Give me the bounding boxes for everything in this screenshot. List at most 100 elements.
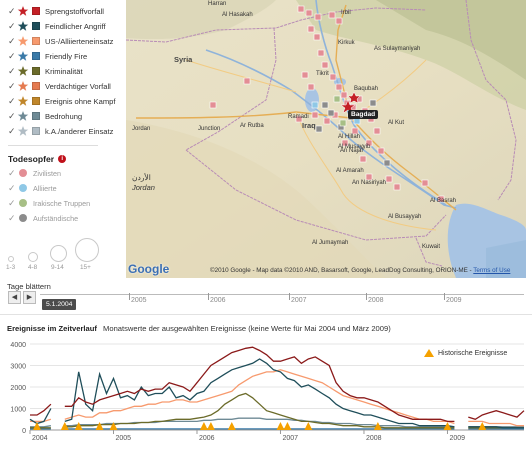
checkmark-icon[interactable]: ✓ (8, 50, 16, 61)
google-logo[interactable]: Google (128, 262, 170, 276)
victims-heading: Todesopfer i (8, 154, 67, 164)
terms-link[interactable]: Terms of Use (473, 267, 511, 274)
size-label: 4-8 (28, 264, 38, 271)
historic-event-marker[interactable] (283, 422, 292, 430)
category-toggle[interactable]: ✓ Friendly Fire (8, 49, 87, 63)
color-dot (19, 214, 27, 222)
map-label: Al Jumaymah (312, 240, 348, 246)
checkmark-icon[interactable]: ✓ (8, 20, 16, 31)
map-label: Iraq (302, 121, 316, 130)
timeline-year: 2008 (368, 297, 384, 304)
victim-toggle[interactable]: ✓ Alliierte (8, 182, 57, 194)
historic-event-marker[interactable] (74, 422, 83, 430)
map-label: الأردن (132, 172, 151, 182)
historic-event-marker[interactable] (304, 422, 313, 430)
divider (8, 145, 98, 146)
category-toggle[interactable]: ✓ Sprengstoffvorfall (8, 4, 104, 18)
color-swatch (32, 22, 40, 30)
category-toggle[interactable]: ✓ Ereignis ohne Kampf (8, 94, 116, 108)
x-tick-label: 2005 (115, 435, 131, 442)
historic-event-marker[interactable] (95, 422, 104, 430)
checkmark-icon[interactable]: ✓ (8, 35, 16, 46)
star-icon (17, 50, 29, 62)
incident-markers[interactable] (209, 5, 445, 203)
victim-toggle[interactable]: ✓ Aufständische (8, 212, 78, 224)
historic-event-marker[interactable] (227, 422, 236, 430)
color-dot (19, 169, 27, 177)
map-label: Al Hillah (338, 134, 360, 140)
star-icon (17, 20, 29, 32)
historic-event-marker[interactable] (478, 422, 487, 430)
checkmark-icon[interactable]: ✓ (8, 197, 16, 208)
timeline-year: 2009 (446, 297, 462, 304)
map-label: Kuwait (422, 244, 440, 250)
timeline-tick (289, 293, 290, 300)
color-swatch (32, 67, 40, 75)
prev-day-button[interactable]: ◀ (8, 291, 21, 304)
checkmark-icon[interactable]: ✓ (8, 125, 16, 136)
map-label: Al Basrah (430, 198, 456, 204)
category-toggle[interactable]: ✓ Bedrohung (8, 109, 82, 123)
historic-event-marker[interactable] (373, 422, 382, 430)
timeline-tick (208, 293, 209, 300)
baghdad-tag[interactable]: Bagdad (348, 110, 379, 119)
next-day-button[interactable]: ▶ (23, 291, 36, 304)
category-toggle[interactable]: ✓ Kriminalität (8, 64, 83, 78)
historic-event-marker[interactable] (206, 422, 215, 430)
timeline-tick (129, 293, 130, 300)
victim-toggle[interactable]: ✓ Irakische Truppen (8, 197, 90, 209)
checkmark-icon[interactable]: ✓ (8, 65, 16, 76)
star-icon (17, 35, 29, 47)
map-canvas[interactable]: Harran Al Hasakah Irbil Kirkuk As Sulaym… (126, 0, 526, 278)
info-icon[interactable]: i (58, 155, 67, 163)
category-label: k.A./anderer Einsatz (45, 126, 114, 136)
size-circle-icon (8, 256, 14, 262)
checkmark-icon[interactable]: ✓ (8, 110, 16, 121)
checkmark-icon[interactable]: ✓ (8, 80, 16, 91)
timeline-slider[interactable] (40, 294, 524, 308)
star-icon (17, 110, 29, 122)
historic-events-legend[interactable]: Historische Ereignisse (424, 349, 507, 357)
map-label: Kirkuk (338, 40, 356, 46)
series-line[interactable] (30, 346, 525, 423)
category-toggle[interactable]: ✓ k.A./anderer Einsatz (8, 124, 113, 138)
timeline-tick (366, 293, 367, 300)
historic-event-marker[interactable] (109, 422, 118, 430)
historic-event-marker[interactable] (443, 422, 452, 430)
map-label: Jordan (131, 183, 155, 192)
historic-event-marker[interactable] (32, 422, 41, 430)
color-swatch (32, 97, 40, 105)
historic-event-marker[interactable] (276, 422, 285, 430)
checkmark-icon[interactable]: ✓ (8, 167, 16, 178)
events-chart[interactable]: 0 1000 2000 3000 4000 2004 2005 2006 2007 2008 200… (0, 336, 532, 450)
historic-event-marker[interactable] (60, 422, 69, 430)
checkmark-icon[interactable]: ✓ (8, 182, 16, 193)
category-label: US-/Alliierteneinsatz (45, 36, 114, 46)
current-date-badge[interactable]: 5.1.2004 (42, 299, 77, 310)
victim-toggle[interactable]: ✓ Zivilisten (8, 167, 61, 179)
color-dot (19, 199, 27, 207)
chart-subtitle: Monatswerte der ausgewählten Ereignisse … (103, 324, 391, 333)
category-label: Kriminalität (45, 66, 83, 76)
incident-map[interactable]: Harran Al Hasakah Irbil Kirkuk As Sulaym… (126, 0, 526, 278)
color-swatch (32, 112, 40, 120)
category-toggle[interactable]: ✓ Feindlicher Angriff (8, 19, 106, 33)
category-toggle[interactable]: ✓ US-/Alliierteneinsatz (8, 34, 113, 48)
chart-title-bold: Ereignisse im Zeitverlauf (7, 324, 97, 333)
category-toggle[interactable]: ✓ Verdächtiger Vorfall (8, 79, 111, 93)
map-label: Ar Rutba (240, 123, 264, 129)
color-dot (19, 184, 27, 192)
star-icon (17, 65, 29, 77)
map-label: Jordan (132, 126, 150, 132)
series-line[interactable] (29, 358, 524, 429)
map-label: An Nasiriyah (352, 180, 386, 186)
checkmark-icon[interactable]: ✓ (8, 212, 16, 223)
series-line[interactable] (30, 369, 524, 427)
timeline-title: Tage blättern (7, 282, 51, 291)
x-tick-label: 2006 (199, 435, 215, 442)
checkmark-icon[interactable]: ✓ (8, 95, 16, 106)
star-icon (17, 80, 29, 92)
checkmark-icon[interactable]: ✓ (8, 5, 16, 16)
star-icon (17, 125, 29, 137)
historic-event-marker[interactable] (199, 422, 208, 430)
